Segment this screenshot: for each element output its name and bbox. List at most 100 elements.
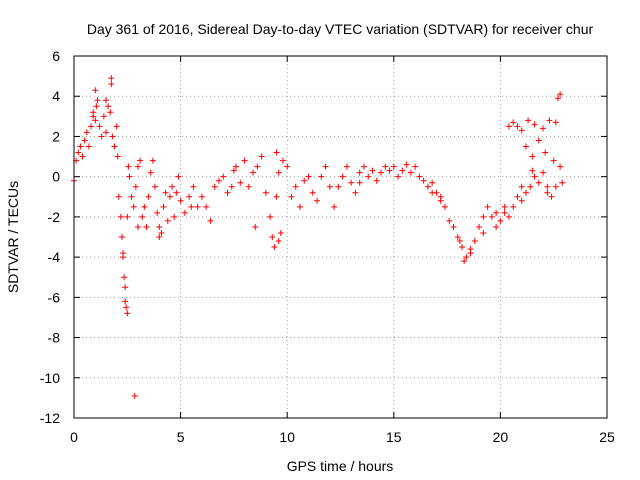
data-point <box>124 213 131 220</box>
data-point <box>121 274 128 281</box>
data-point <box>228 183 235 190</box>
data-point <box>510 119 517 126</box>
data-point <box>471 238 478 245</box>
data-point <box>505 213 512 220</box>
data-point <box>369 167 376 174</box>
data-point <box>102 129 109 136</box>
data-point <box>118 234 125 240</box>
data-point <box>96 123 103 130</box>
data-point <box>535 137 542 144</box>
y-tick-label: -8 <box>48 330 61 346</box>
data-point <box>128 193 135 200</box>
data-point <box>463 254 470 261</box>
data-point <box>518 183 525 190</box>
data-point <box>156 223 163 230</box>
data-point <box>186 193 193 200</box>
data-point <box>131 392 138 399</box>
data-point <box>173 189 180 196</box>
y-tick-label: 2 <box>52 128 60 144</box>
data-point <box>518 127 525 134</box>
data-points <box>71 75 566 399</box>
data-point <box>269 234 276 240</box>
data-point <box>245 183 252 190</box>
data-point <box>275 238 282 245</box>
gridlines <box>74 56 607 418</box>
data-point <box>314 197 321 204</box>
data-point <box>296 203 303 210</box>
data-point <box>258 153 265 160</box>
data-point <box>386 167 393 174</box>
data-point <box>356 179 363 186</box>
data-point <box>194 203 201 210</box>
x-tick-label: 25 <box>599 429 615 445</box>
data-point <box>412 163 419 170</box>
data-point <box>149 157 156 164</box>
data-point <box>544 183 551 190</box>
data-point <box>120 250 127 257</box>
data-point <box>175 173 182 180</box>
data-point <box>352 189 359 196</box>
data-point <box>171 213 178 220</box>
data-point <box>134 163 141 170</box>
data-point <box>139 213 146 220</box>
data-point <box>177 197 184 204</box>
data-point <box>540 125 547 132</box>
data-point <box>429 179 436 186</box>
data-point <box>322 163 329 170</box>
data-point <box>123 304 130 311</box>
data-point <box>114 153 121 160</box>
data-point <box>467 246 474 253</box>
plot-frame <box>73 55 608 419</box>
data-point <box>215 177 222 184</box>
data-point <box>169 183 176 190</box>
data-point <box>535 179 542 186</box>
data-point <box>484 203 491 210</box>
data-point <box>365 173 372 180</box>
data-point <box>224 189 231 196</box>
data-point <box>522 143 529 150</box>
data-point <box>546 117 553 124</box>
data-point <box>126 173 133 180</box>
data-point <box>102 97 109 104</box>
y-tick-label: -4 <box>48 249 61 265</box>
y-tick-label: 0 <box>52 169 60 185</box>
data-point <box>250 169 257 176</box>
data-point <box>134 223 141 230</box>
y-tick-label: -2 <box>48 209 61 225</box>
data-point <box>166 193 173 200</box>
data-point <box>441 203 448 210</box>
data-point <box>132 183 139 190</box>
data-point <box>531 173 538 180</box>
data-point <box>518 197 525 204</box>
data-point <box>420 177 427 184</box>
data-point <box>446 217 453 224</box>
data-point <box>459 244 466 251</box>
data-point <box>454 234 461 240</box>
data-point <box>437 193 444 200</box>
data-point <box>124 310 131 317</box>
data-point <box>90 109 97 116</box>
data-point <box>109 133 116 140</box>
data-point <box>505 123 512 130</box>
data-point <box>83 129 90 136</box>
data-point <box>162 189 169 196</box>
data-point <box>81 137 88 144</box>
x-tick-label: 0 <box>70 429 78 445</box>
data-point <box>544 189 551 196</box>
x-tick-label: 5 <box>177 429 185 445</box>
data-point <box>198 193 205 200</box>
data-point <box>92 87 99 94</box>
y-tick-label: 4 <box>52 88 60 104</box>
data-point <box>501 209 508 216</box>
data-point <box>348 179 355 186</box>
data-point <box>318 173 325 180</box>
data-point <box>335 183 342 190</box>
data-point <box>130 203 137 210</box>
data-point <box>181 209 188 216</box>
data-point <box>480 213 487 220</box>
data-point <box>416 173 423 180</box>
data-point <box>548 193 555 200</box>
data-point <box>137 157 144 164</box>
data-point <box>382 163 389 170</box>
